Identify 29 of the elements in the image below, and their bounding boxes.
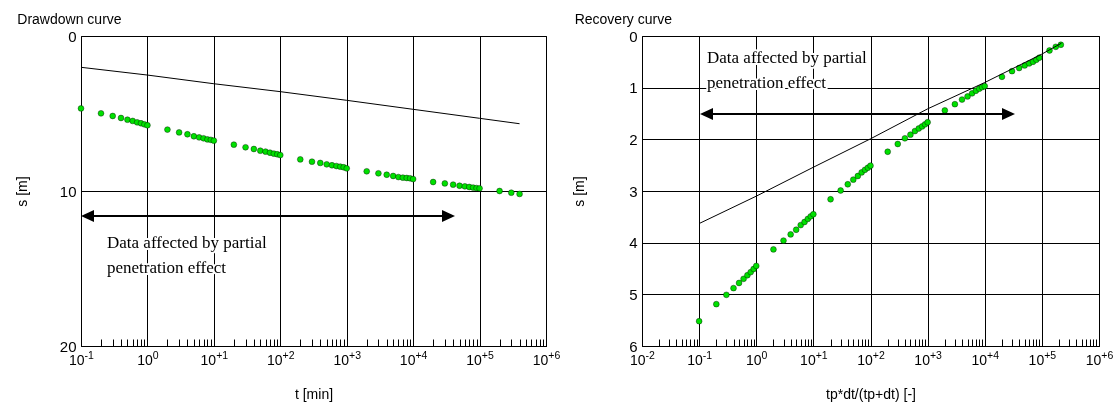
y-tick-label: 2 xyxy=(629,130,638,148)
x-tick-label: 10$^{+4}$ xyxy=(399,348,428,368)
x-tick-label: 10$^{+1}$ xyxy=(800,348,828,368)
y-tick-label: 0 xyxy=(68,27,77,45)
y-tick-label: 1 xyxy=(629,79,638,97)
x-tick-label: 10$^{+6}$ xyxy=(532,348,561,368)
y-tick-label: 10 xyxy=(59,182,77,200)
chart-title: Drawdown curve xyxy=(17,11,122,27)
y-axis-title: s [m] xyxy=(13,176,30,207)
x-tick-label: 10$^{+4}$ xyxy=(971,348,1000,368)
x-axis-title: t [min] xyxy=(294,385,334,402)
x-axis-title: tp*dt/(tp+dt) [-] xyxy=(826,385,916,402)
y-tick-label: 0 xyxy=(629,27,638,45)
x-tick-label: 10$^{+5}$ xyxy=(466,348,494,368)
y-axis-title: s [m] xyxy=(571,176,588,207)
x-tick-label: 10$^{+3}$ xyxy=(914,348,943,368)
y-tick-label: 3 xyxy=(629,182,638,200)
x-tick-label: 10$^{-1}$ xyxy=(687,348,713,368)
x-tick-label: 10$^{+2}$ xyxy=(267,348,295,368)
x-tick-label: 10$^{+2}$ xyxy=(857,348,885,368)
y-tick-label: 4 xyxy=(629,234,638,252)
x-tick-label: 10$^{+1}$ xyxy=(200,348,229,368)
x-tick-label: 10$^{+5}$ xyxy=(1028,348,1057,368)
y-tick-label: 5 xyxy=(629,285,638,303)
x-tick-label: 10$^{0}$ xyxy=(137,348,159,368)
chart-title: Recovery curve xyxy=(574,11,673,27)
x-tick-label: 10$^{+3}$ xyxy=(333,348,362,368)
x-tick-label: 10$^{0}$ xyxy=(746,348,768,368)
x-tick-label: 10$^{+6}$ xyxy=(1085,348,1114,368)
